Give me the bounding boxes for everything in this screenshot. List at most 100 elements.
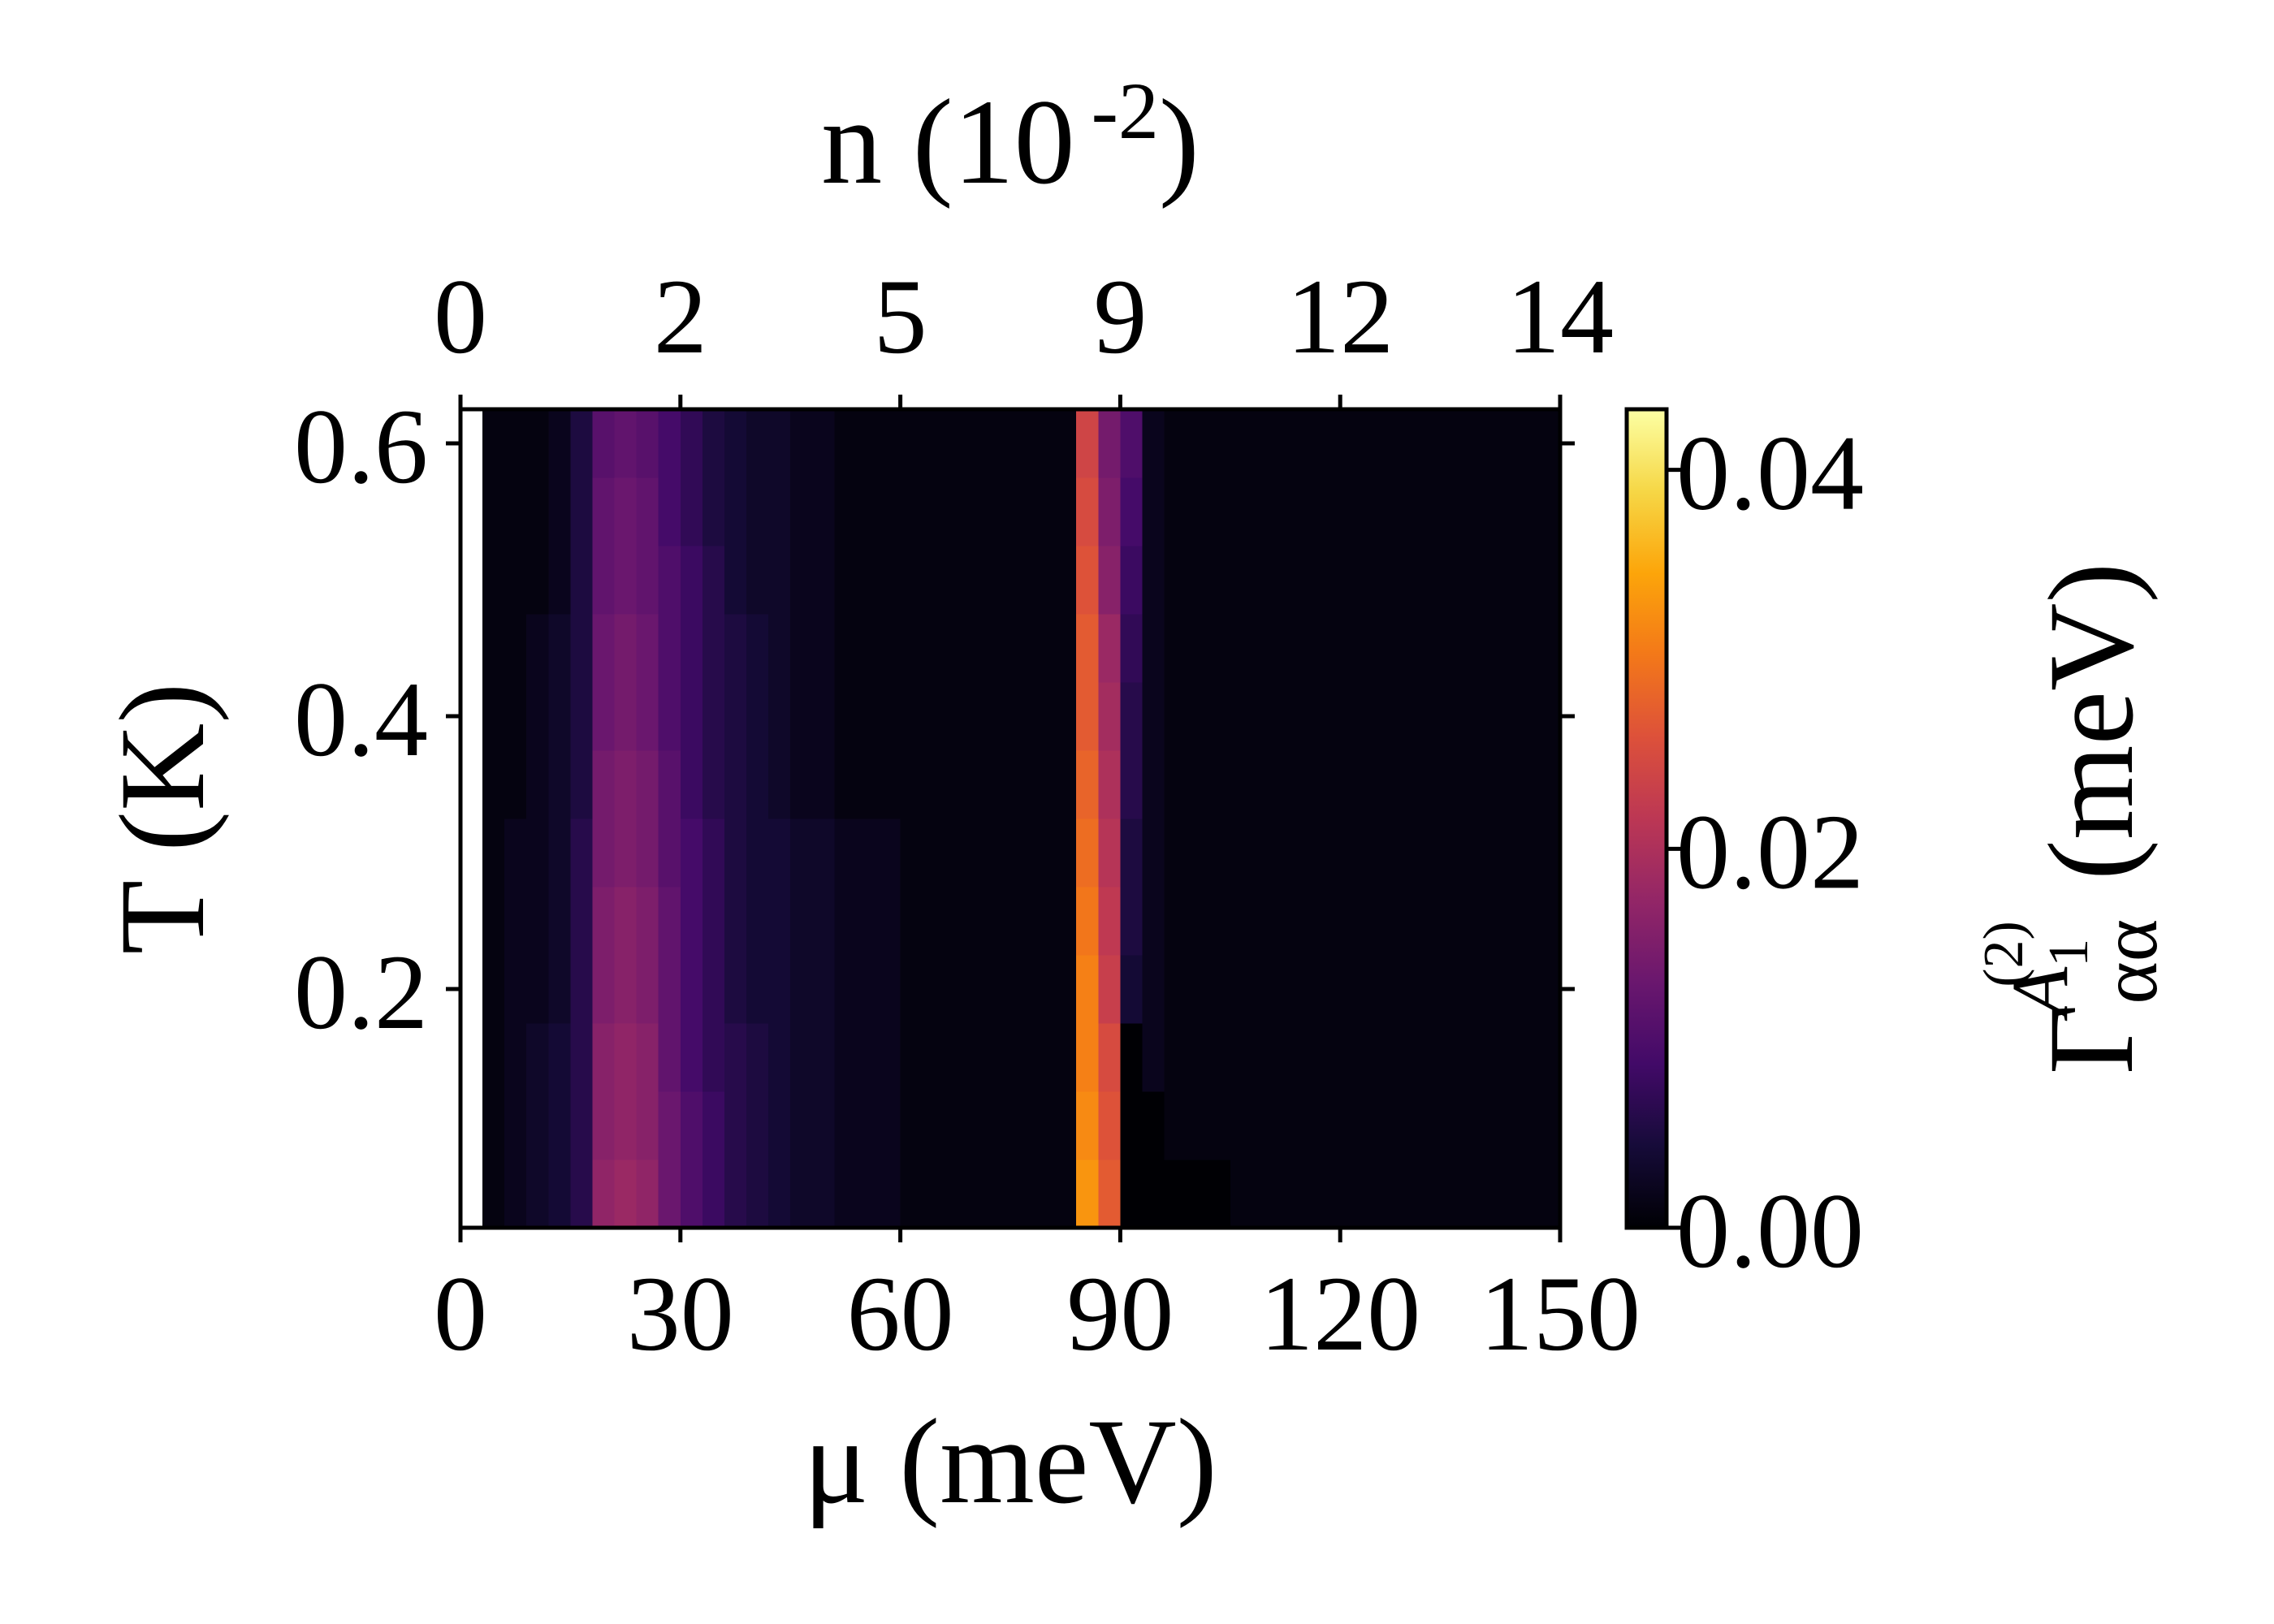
- heatmap-cell: [746, 818, 769, 888]
- heatmap-cell: [1406, 750, 1429, 819]
- heatmap-cell: [526, 409, 549, 478]
- heatmap-cell: [636, 546, 659, 615]
- x-tick-label: 90: [1066, 1254, 1174, 1373]
- heatmap-cell: [1406, 818, 1429, 888]
- heatmap-cell: [526, 546, 549, 615]
- heatmap-cell: [548, 750, 571, 819]
- heatmap-cell: [1362, 1023, 1385, 1092]
- heatmap-cell: [1252, 409, 1275, 478]
- heatmap-cell: [1076, 1160, 1099, 1229]
- heatmap-cell: [768, 546, 791, 615]
- top-axis-label-main: n (10: [821, 75, 1074, 209]
- heatmap-cell: [1076, 546, 1099, 615]
- heatmap-cell: [790, 1023, 813, 1092]
- heatmap-cell: [526, 1023, 549, 1092]
- heatmap-cell: [614, 546, 638, 615]
- heatmap-cell: [812, 887, 835, 956]
- heatmap-cell: [1273, 477, 1297, 546]
- heatmap-cell: [1164, 1023, 1187, 1092]
- heatmap-cell: [1054, 614, 1077, 683]
- heatmap-cell: [592, 682, 616, 751]
- heatmap-cell: [1120, 887, 1143, 956]
- heatmap-cell: [548, 682, 571, 751]
- heatmap-cell: [922, 1160, 945, 1229]
- heatmap-cell: [636, 1091, 659, 1160]
- heatmap-cell: [834, 955, 858, 1024]
- colorbar-superscript-index: 1: [2038, 939, 2100, 967]
- heatmap-cell: [1252, 1023, 1275, 1092]
- heatmap-cell: [1406, 1091, 1429, 1160]
- colorbar-subscript: αα: [2084, 919, 2174, 1004]
- heatmap-cell: [548, 614, 571, 683]
- top-tick-label: 9: [1093, 257, 1147, 376]
- heatmap-cell: [1537, 477, 1561, 546]
- heatmap-cell: [1494, 1091, 1517, 1160]
- heatmap-cell: [548, 818, 571, 888]
- heatmap-cell: [1164, 887, 1187, 956]
- heatmap-cell: [680, 955, 703, 1024]
- heatmap-cell: [922, 955, 945, 1024]
- heatmap-cell: [1537, 546, 1561, 615]
- heatmap-cell: [1164, 750, 1187, 819]
- heatmap-cell: [1472, 546, 1495, 615]
- heatmap-cell: [1054, 818, 1077, 888]
- heatmap-cell: [878, 546, 901, 615]
- heatmap-cell: [724, 1160, 747, 1229]
- heatmap-cell: [1120, 1091, 1143, 1160]
- heatmap-cell: [658, 1160, 681, 1229]
- heatmap-cell: [680, 546, 703, 615]
- heatmap-cell: [504, 955, 527, 1024]
- heatmap-cell: [1208, 477, 1231, 546]
- heatmap-cell: [724, 477, 747, 546]
- heatmap-cell: [1010, 818, 1033, 888]
- heatmap-cell: [1428, 409, 1451, 478]
- colorbar-tick-label: 0.04: [1676, 413, 1864, 533]
- heatmap-cell: [1515, 409, 1539, 478]
- heatmap-cell: [548, 477, 571, 546]
- heatmap-cell: [1318, 682, 1341, 751]
- heatmap-cell: [1186, 546, 1209, 615]
- heatmap-cell: [966, 955, 989, 1024]
- heatmap-cell: [658, 1091, 681, 1160]
- heatmap-cell: [526, 750, 549, 819]
- heatmap-cell: [1537, 887, 1561, 956]
- heatmap-cell: [1318, 887, 1341, 956]
- heatmap-cell: [922, 887, 945, 956]
- heatmap-cell: [1472, 1091, 1495, 1160]
- heatmap-cell: [812, 614, 835, 683]
- heatmap-cell: [1515, 546, 1539, 615]
- heatmap-cell: [746, 1160, 769, 1229]
- heatmap-cell: [680, 1023, 703, 1092]
- heatmap-cell: [1273, 614, 1297, 683]
- heatmap-cell: [790, 887, 813, 956]
- heatmap-cell: [570, 1023, 594, 1092]
- heatmap-cell: [1230, 409, 1253, 478]
- heatmap-cell: [746, 1091, 769, 1160]
- heatmap-cell: [944, 887, 967, 956]
- heatmap-cell: [702, 1091, 725, 1160]
- heatmap-cell: [1428, 682, 1451, 751]
- heatmap-cell: [614, 682, 638, 751]
- heatmap-cell: [592, 887, 616, 956]
- heatmap-cell: [1252, 546, 1275, 615]
- heatmap-cell: [1120, 818, 1143, 888]
- heatmap-cell: [1032, 546, 1055, 615]
- heatmap-cell: [548, 1023, 571, 1092]
- heatmap-cell: [944, 750, 967, 819]
- heatmap-cell: [1230, 1160, 1253, 1229]
- heatmap-cell: [1428, 1091, 1451, 1160]
- heatmap-cell: [922, 614, 945, 683]
- heatmap-cell: [1472, 477, 1495, 546]
- heatmap-cell: [966, 818, 989, 888]
- heatmap-cell: [1010, 1091, 1033, 1160]
- x-tick-label: 0: [434, 1254, 487, 1373]
- heatmap-cell: [1010, 887, 1033, 956]
- heatmap-cell: [1142, 614, 1165, 683]
- heatmap-cell: [1142, 955, 1165, 1024]
- heatmap-cell: [856, 477, 880, 546]
- heatmap-cell: [1472, 614, 1495, 683]
- heatmap-cell: [1406, 409, 1429, 478]
- heatmap-cell: [1054, 750, 1077, 819]
- heatmap-cell: [1252, 1160, 1275, 1229]
- heatmap-cell: [1450, 887, 1473, 956]
